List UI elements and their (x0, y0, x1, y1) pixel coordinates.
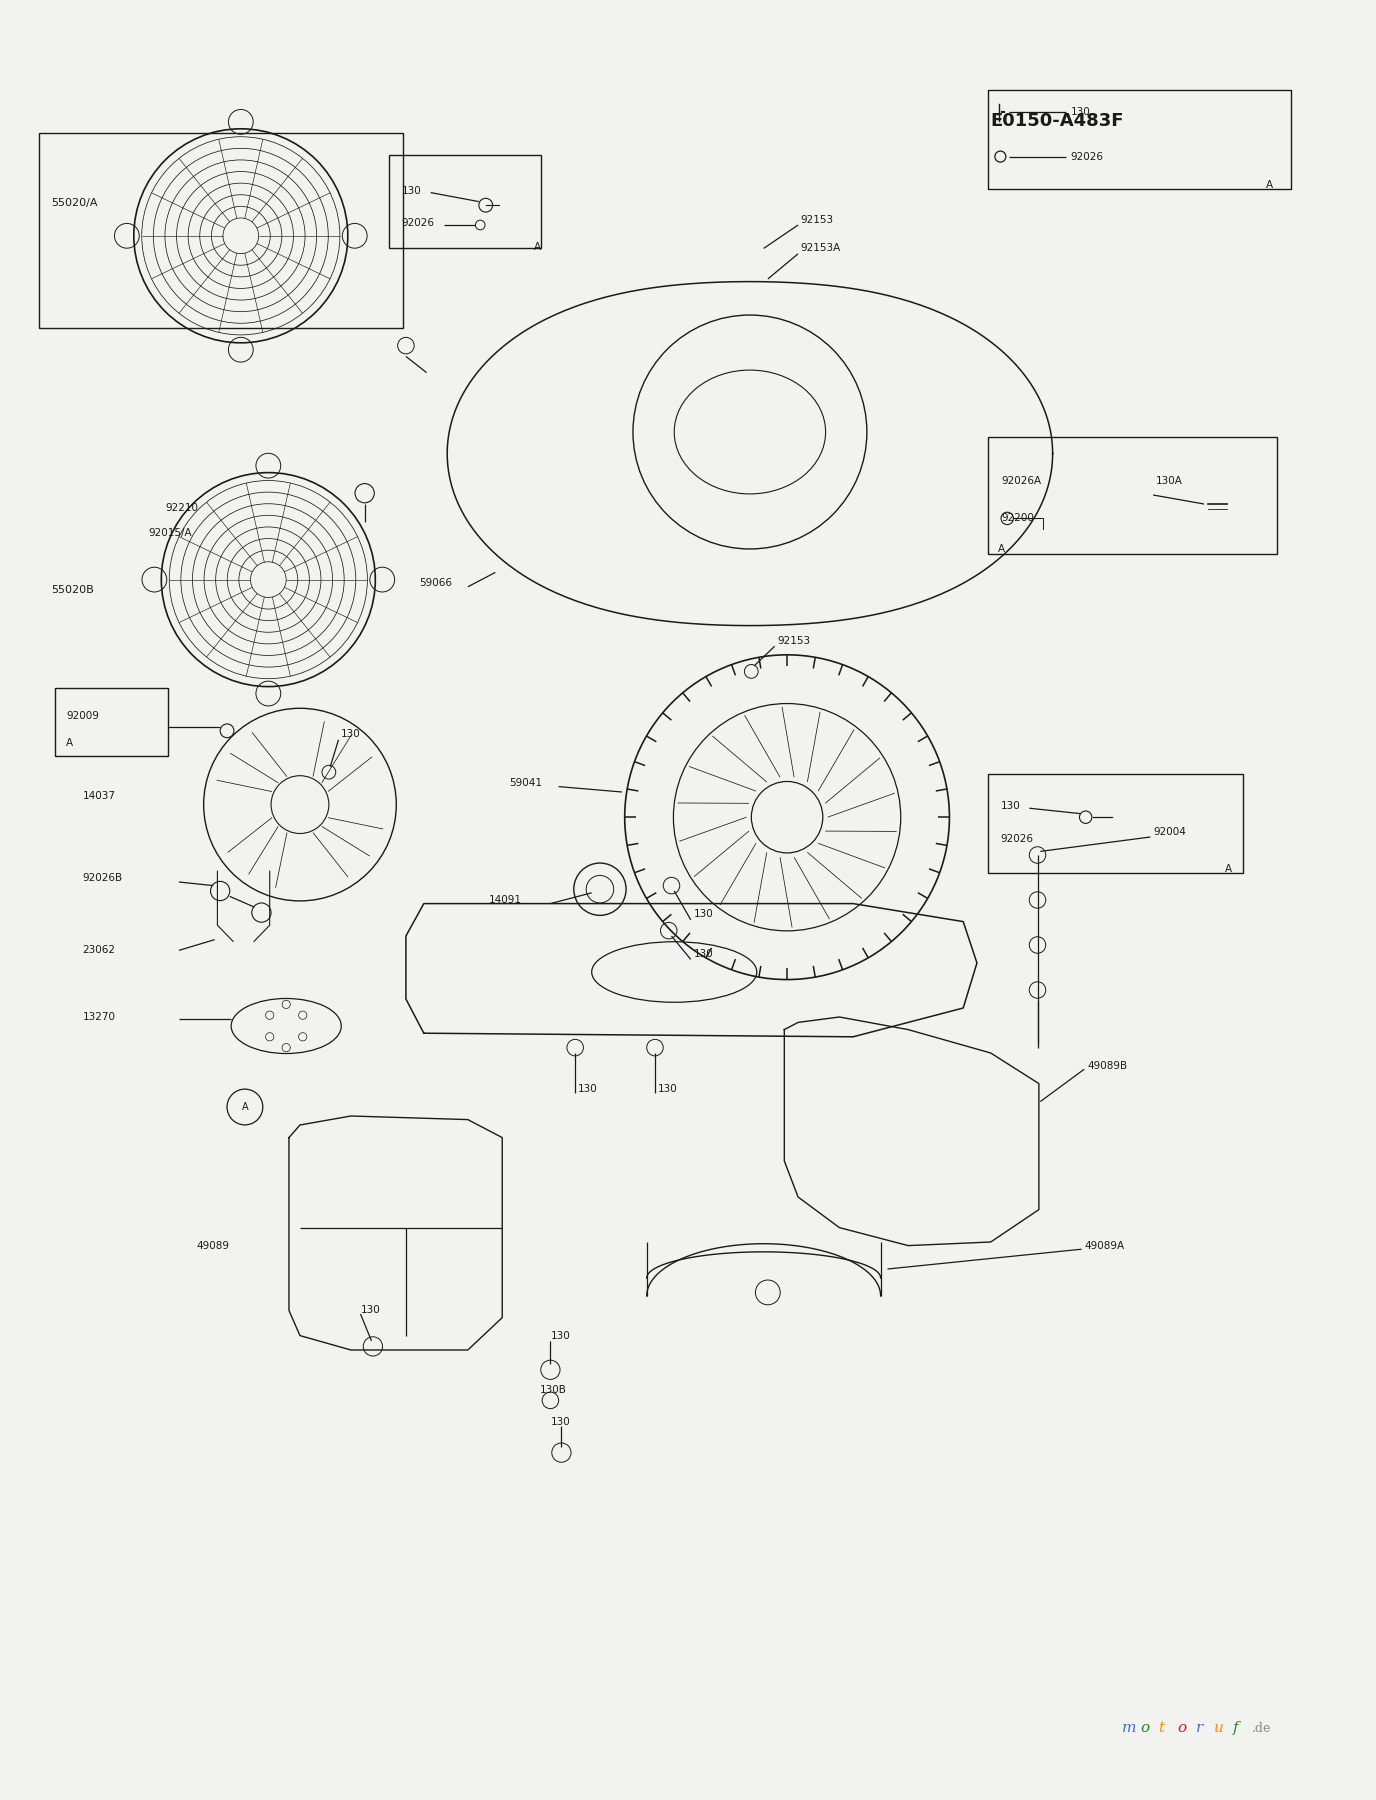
Bar (389, 155, 541, 248)
Text: 92153A: 92153A (801, 243, 841, 254)
Text: 92200: 92200 (1002, 513, 1035, 524)
Text: 92026: 92026 (1071, 151, 1104, 162)
Text: 92026B: 92026B (83, 873, 122, 884)
Text: o: o (1139, 1721, 1149, 1735)
Text: 130: 130 (361, 1305, 380, 1316)
Text: 14037: 14037 (83, 790, 116, 801)
Text: m: m (1121, 1721, 1137, 1735)
Text: 92026: 92026 (1000, 833, 1033, 844)
Text: 130: 130 (694, 949, 713, 959)
Text: A: A (1225, 864, 1232, 875)
Text: 92153: 92153 (777, 635, 810, 646)
Text: 130: 130 (402, 185, 421, 196)
Text: 92026: 92026 (402, 218, 435, 229)
Text: .de: .de (1252, 1721, 1271, 1735)
Text: 59066: 59066 (420, 578, 453, 589)
Text: 55020/A: 55020/A (51, 198, 98, 209)
Text: f: f (1233, 1721, 1238, 1735)
Text: 92153: 92153 (801, 214, 834, 225)
Text: t: t (1159, 1721, 1164, 1735)
Text: A: A (66, 738, 73, 749)
Bar (39, 133, 403, 328)
Text: 130: 130 (341, 729, 361, 740)
Text: u: u (1214, 1721, 1225, 1735)
Text: A: A (998, 544, 1004, 554)
Text: 92015/A: 92015/A (149, 527, 193, 538)
Text: 130: 130 (694, 909, 713, 920)
Text: 130: 130 (550, 1417, 570, 1427)
Text: 14091: 14091 (488, 895, 522, 905)
Text: 92026A: 92026A (1002, 475, 1042, 486)
Text: A: A (534, 241, 541, 252)
Text: 130B: 130B (539, 1384, 567, 1395)
Text: 92004: 92004 (1153, 826, 1186, 837)
Text: 49089: 49089 (197, 1240, 230, 1251)
Bar (988, 774, 1243, 873)
Text: o: o (1176, 1721, 1186, 1735)
Text: 13270: 13270 (83, 1012, 116, 1022)
Text: E0150-A483F: E0150-A483F (991, 112, 1124, 130)
Text: 130: 130 (658, 1084, 677, 1094)
Text: r: r (1196, 1721, 1203, 1735)
Bar (55, 688, 168, 756)
Bar (988, 90, 1291, 189)
Text: A: A (1266, 180, 1273, 191)
Text: 130: 130 (1000, 801, 1020, 812)
Text: 92009: 92009 (66, 711, 99, 722)
Text: 130: 130 (550, 1330, 570, 1341)
Text: 130: 130 (578, 1084, 597, 1094)
Text: 55020B: 55020B (51, 585, 94, 596)
Bar (988, 437, 1277, 554)
Text: 92210: 92210 (165, 502, 198, 513)
Text: 130A: 130A (1156, 475, 1183, 486)
Text: 130: 130 (1071, 106, 1090, 117)
Text: 59041: 59041 (509, 778, 542, 788)
Text: A: A (242, 1102, 248, 1112)
Text: 23062: 23062 (83, 945, 116, 956)
Text: 49089A: 49089A (1084, 1240, 1124, 1251)
Text: 49089B: 49089B (1087, 1060, 1127, 1071)
